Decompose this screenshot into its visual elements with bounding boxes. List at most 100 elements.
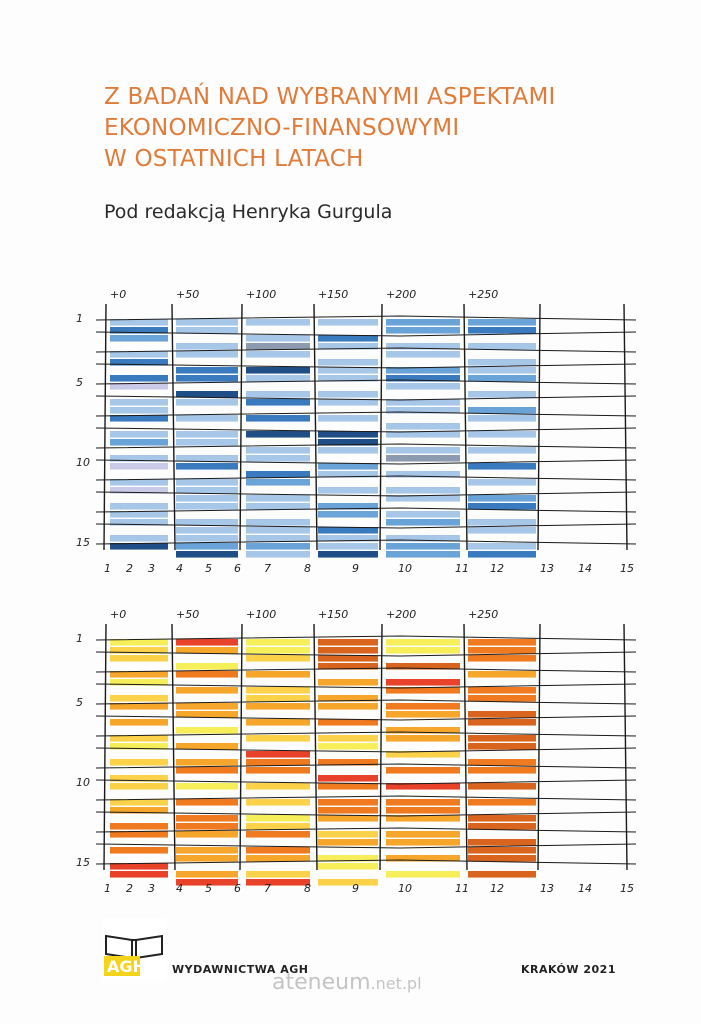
orange-cell xyxy=(318,775,378,782)
orange-column-label: 14 xyxy=(578,882,592,895)
blue-cell xyxy=(110,407,168,414)
blue-grid-line xyxy=(95,443,637,449)
blue-grid-line xyxy=(95,475,637,481)
orange-cell xyxy=(176,815,238,822)
place-and-year: KRAKÓW 2021 xyxy=(521,963,616,976)
orange-column-label: 12 xyxy=(490,882,504,895)
blue-column-line xyxy=(171,303,176,551)
orange-cell xyxy=(386,799,460,806)
orange-column-label: 9 xyxy=(352,882,359,895)
orange-cell xyxy=(386,647,460,654)
orange-cell xyxy=(386,815,460,822)
orange-cell xyxy=(110,735,168,742)
blue-cell xyxy=(110,335,168,342)
blue-top-label: +250 xyxy=(468,288,498,301)
orange-row-label: 10 xyxy=(76,776,90,789)
blue-cell xyxy=(246,503,310,510)
orange-cell xyxy=(246,879,310,886)
blue-cell xyxy=(386,423,460,430)
orange-cell xyxy=(110,719,168,726)
orange-cell xyxy=(468,655,536,662)
orange-cell xyxy=(176,703,238,710)
blue-cell xyxy=(110,503,168,510)
blue-cell xyxy=(110,431,168,438)
orange-grid-line xyxy=(95,731,637,737)
blue-cell xyxy=(386,495,460,502)
orange-cell xyxy=(468,671,536,678)
orange-cell xyxy=(246,695,310,702)
blue-cell xyxy=(176,351,238,358)
blue-cell xyxy=(386,487,460,494)
blue-cell xyxy=(318,543,378,550)
orange-cell xyxy=(176,687,238,694)
orange-column-line xyxy=(537,623,541,871)
orange-cell xyxy=(468,815,536,822)
orange-cell xyxy=(176,759,238,766)
blue-cell xyxy=(176,479,238,486)
blue-cell xyxy=(176,327,238,334)
orange-column-label: 1 xyxy=(104,882,111,895)
orange-cell xyxy=(176,823,238,830)
orange-cell xyxy=(386,735,460,742)
orange-cell xyxy=(386,639,460,646)
blue-grid-line xyxy=(95,347,637,353)
orange-cell xyxy=(468,839,536,846)
orange-cell xyxy=(318,799,378,806)
blue-row-label: 1 xyxy=(76,312,83,325)
orange-top-label: +150 xyxy=(318,608,348,621)
blue-cell xyxy=(468,551,536,558)
blue-cell xyxy=(176,463,238,470)
orange-top-label: +50 xyxy=(176,608,199,621)
orange-top-label: +0 xyxy=(110,608,126,621)
orange-grid-line xyxy=(95,779,637,785)
blue-cell xyxy=(246,543,310,550)
orange-cell xyxy=(176,727,238,734)
orange-cell xyxy=(468,647,536,654)
orange-cell xyxy=(386,711,460,718)
blue-cell xyxy=(246,551,310,558)
blue-grid-line xyxy=(95,523,637,529)
orange-grid-line xyxy=(95,763,637,769)
orange-cell xyxy=(110,639,168,646)
blue-cell xyxy=(110,439,168,446)
editor-line: Pod redakcją Henryka Gurgula xyxy=(104,201,393,223)
orange-cell xyxy=(176,871,238,878)
orange-cell xyxy=(386,679,460,686)
orange-cell xyxy=(246,655,310,662)
orange-column-label: 4 xyxy=(176,882,183,895)
orange-column-line xyxy=(239,623,243,871)
blue-cell xyxy=(468,343,536,350)
orange-cell xyxy=(110,823,168,830)
blue-cell xyxy=(318,447,378,454)
orange-cell xyxy=(110,783,168,790)
blue-column-label: 6 xyxy=(234,562,241,575)
blue-cell xyxy=(246,351,310,358)
orange-cell xyxy=(110,647,168,654)
blue-cell xyxy=(386,319,460,326)
watermark-suffix: .net.pl xyxy=(370,974,422,993)
blue-cell xyxy=(468,479,536,486)
orange-cell xyxy=(110,679,168,686)
orange-cell xyxy=(246,767,310,774)
orange-cell xyxy=(110,807,168,814)
orange-cell xyxy=(318,743,378,750)
blue-cell xyxy=(468,415,536,422)
orange-grid-line xyxy=(95,747,637,753)
orange-cell xyxy=(110,695,168,702)
blue-cell xyxy=(176,415,238,422)
blue-cell xyxy=(386,551,460,558)
blue-cell xyxy=(110,519,168,526)
blue-grid-line xyxy=(95,331,637,337)
orange-cell xyxy=(386,831,460,838)
orange-row-label: 5 xyxy=(76,696,83,709)
orange-cell xyxy=(246,831,310,838)
blue-cell xyxy=(110,375,168,382)
orange-cell xyxy=(246,751,310,758)
blue-cell xyxy=(318,471,378,478)
orange-column-label: 5 xyxy=(205,882,212,895)
blue-cell xyxy=(318,463,378,470)
blue-cell xyxy=(386,343,460,350)
orange-column-line xyxy=(171,623,176,871)
orange-cell xyxy=(386,703,460,710)
blue-grid-line xyxy=(95,459,637,465)
